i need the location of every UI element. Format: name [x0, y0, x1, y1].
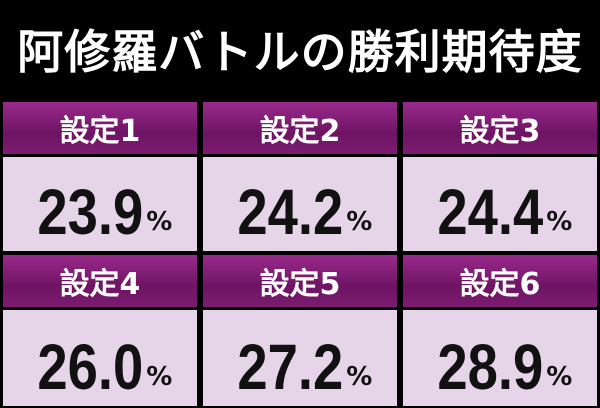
percent-unit: % [546, 207, 573, 237]
setting-value-cell: 23.9% [3, 157, 197, 251]
setting-value-cell: 28.9% [403, 310, 597, 406]
percent-unit: % [146, 207, 173, 237]
setting-value-cell: 26.0% [3, 310, 197, 406]
win-rate: 26.0 [37, 331, 143, 403]
win-rate: 24.2 [237, 176, 343, 248]
win-rate: 23.9 [37, 176, 143, 248]
win-rate: 27.2 [237, 331, 343, 403]
setting-label: 設定6 [403, 255, 597, 307]
setting-label: 設定5 [203, 255, 397, 307]
settings-grid: 設定1 設定2 設定3 23.9% 24.2% 24.4% 設定4 設定5 設定6 26.0% 27… [0, 98, 600, 406]
title: 阿修羅バトルの勝利期待度 [17, 25, 583, 79]
percent-unit: % [346, 362, 373, 392]
win-rate: 24.4 [437, 176, 543, 248]
setting-value-cell: 27.2% [203, 310, 397, 406]
percent-unit: % [146, 362, 173, 392]
setting-value-cell: 24.2% [203, 157, 397, 251]
setting-value-cell: 24.4% [403, 157, 597, 251]
setting-label: 設定2 [203, 102, 397, 154]
setting-label: 設定3 [403, 102, 597, 154]
setting-label: 設定1 [3, 102, 197, 154]
setting-label: 設定4 [3, 255, 197, 307]
percent-unit: % [546, 362, 573, 392]
win-rate: 28.9 [437, 331, 543, 403]
percent-unit: % [346, 207, 373, 237]
